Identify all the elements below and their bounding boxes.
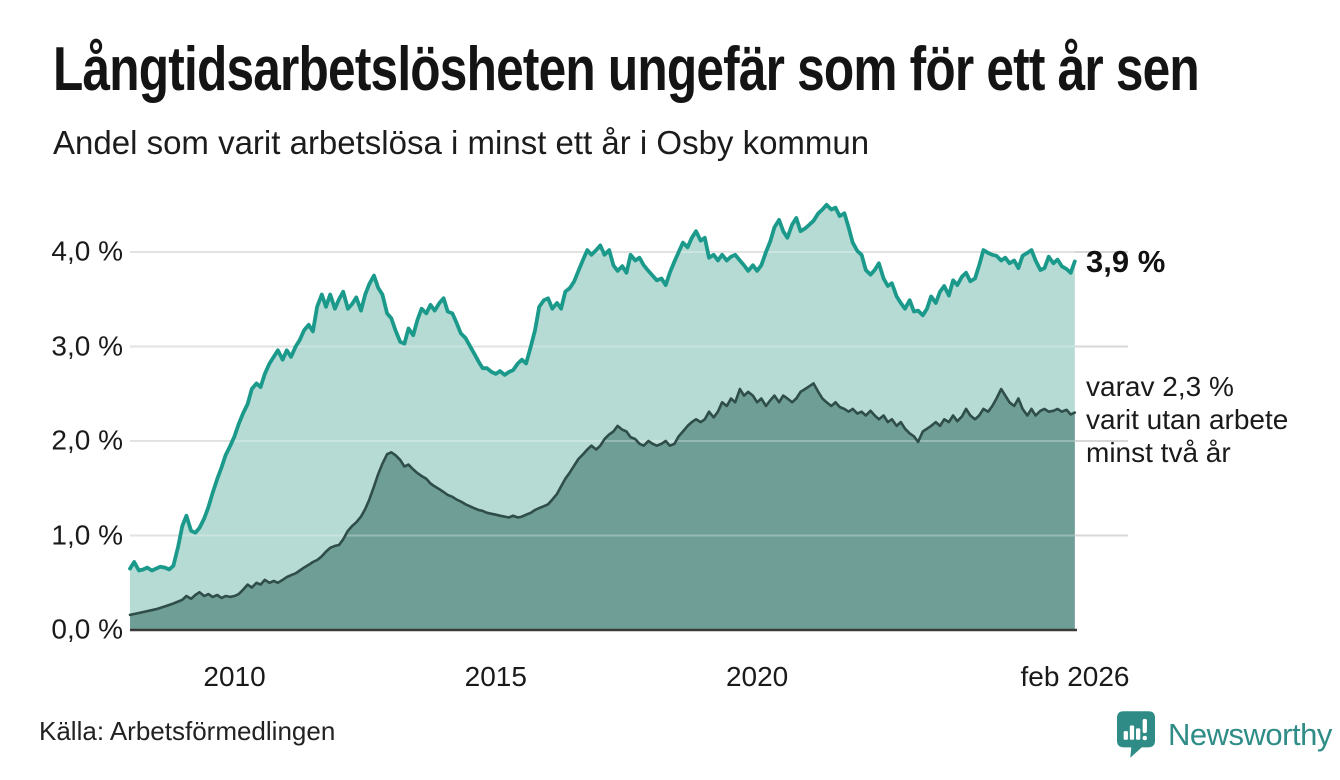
area-two-year — [130, 383, 1075, 630]
x-axis-tick-label: 2020 — [725, 661, 789, 692]
y-axis-tick-label: 3,0 % — [51, 329, 123, 361]
series-end-label-two-year-line1: varav 2,3 % — [1086, 371, 1234, 402]
y-axis-tick-label: 1,0 % — [51, 518, 123, 550]
newsworthy-bubble-chart-icon — [1117, 711, 1155, 758]
y-axis-tick-label: 2,0 % — [51, 424, 123, 456]
source-attribution: Källa: Arbetsförmedlingen — [39, 716, 336, 746]
page-title: Långtidsarbetslösheten ungefär som för e… — [53, 35, 1200, 104]
line-two-year — [128, 382, 1077, 617]
x-axis-tick-label: 2015 — [464, 661, 527, 692]
line-total — [128, 202, 1077, 573]
newsworthy-wordmark[interactable]: Newsworthy — [1168, 717, 1332, 752]
x-axis-tick-label: feb 2026 — [1020, 661, 1130, 692]
series-end-label-two-year-line3: minst två år — [1086, 437, 1231, 468]
series-end-label-two-year-line2: varit utan arbete — [1086, 404, 1289, 435]
y-axis-tick-label: 0,0 % — [51, 613, 123, 645]
series-end-label-total: 3,9 % — [1086, 244, 1166, 279]
newsworthy-logo[interactable]: Newsworthy — [1117, 711, 1332, 758]
x-axis-tick-label: 2010 — [203, 661, 266, 692]
y-axis-tick-label: 4,0 % — [51, 235, 123, 267]
page-subtitle: Andel som varit arbetslösa i minst ett å… — [53, 124, 870, 161]
series-end-label-two-year: varav 2,3 % varit utan arbete minst två … — [1086, 370, 1288, 469]
